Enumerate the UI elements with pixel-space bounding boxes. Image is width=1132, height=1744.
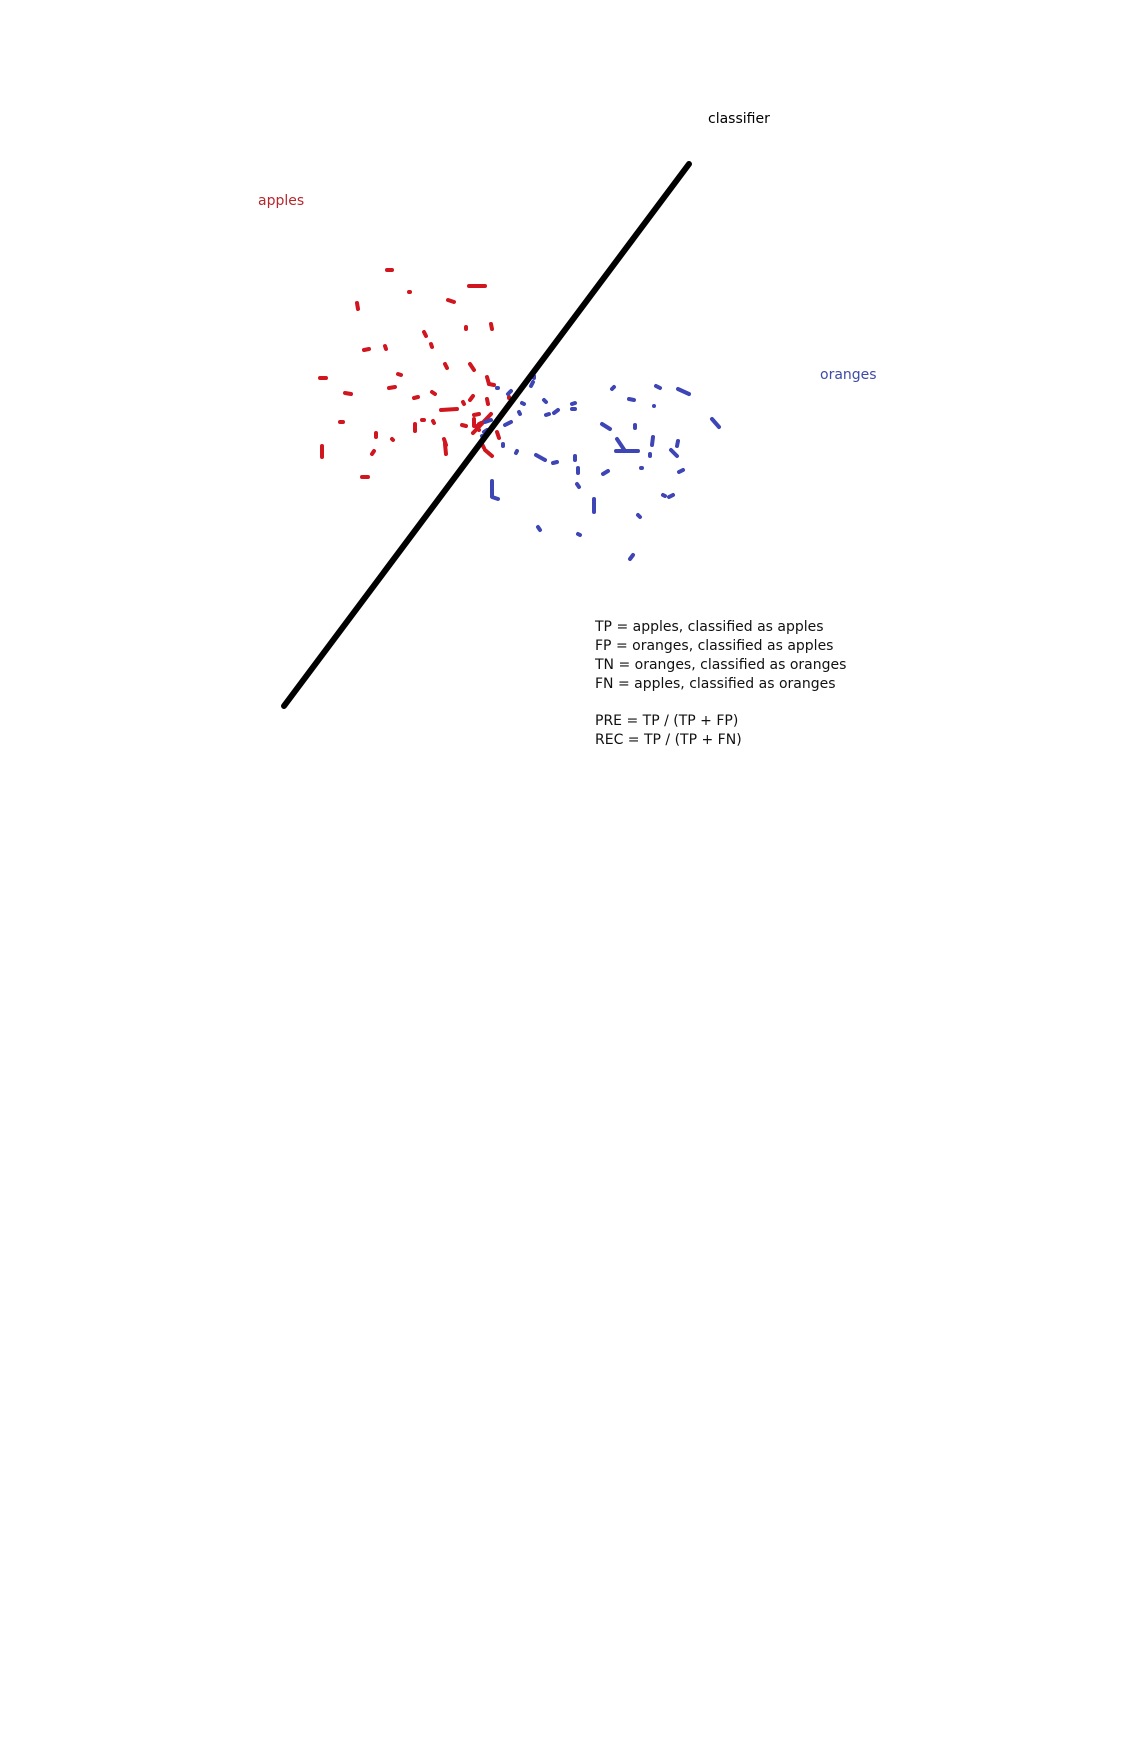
orange-point: [627, 397, 636, 402]
apple-point: [489, 322, 494, 331]
apple-point: [396, 372, 403, 377]
apple-point: [383, 344, 388, 351]
orange-point: [576, 532, 582, 537]
apple-point: [430, 390, 437, 396]
definition-tn: TN = oranges, classified as oranges: [595, 657, 847, 673]
orange-point: [654, 384, 662, 390]
orange-point: [552, 408, 560, 415]
orange-point: [544, 412, 551, 417]
orange-point: [542, 398, 548, 404]
apples-label: apples: [258, 193, 305, 209]
orange-point: [506, 389, 513, 396]
apple-point: [343, 391, 353, 396]
apple-point: [439, 407, 459, 412]
apple-point: [446, 298, 456, 304]
orange-point: [675, 439, 680, 448]
apple-point: [485, 397, 490, 406]
definitions-block: TP = apples, classified as apples FP = o…: [595, 618, 846, 750]
apple-point: [370, 449, 376, 456]
orange-point: [710, 417, 721, 429]
orange-point: [570, 401, 577, 406]
orange-point: [601, 469, 610, 476]
orange-point: [650, 435, 655, 447]
orange-point: [575, 482, 581, 489]
oranges-label: oranges: [820, 367, 877, 383]
orange-point: [536, 525, 542, 532]
apple-point: [429, 342, 434, 349]
formula-precision: PRE = TP / (TP + FP): [595, 713, 739, 729]
orange-point: [551, 460, 559, 465]
apple-point: [468, 362, 476, 372]
apple-point: [460, 423, 468, 428]
apple-point: [468, 394, 475, 402]
orange-point: [667, 493, 675, 499]
apple-point: [495, 430, 501, 440]
orange-point: [610, 385, 616, 391]
orange-point: [517, 410, 522, 416]
orange-point: [669, 448, 679, 458]
orange-point: [503, 420, 513, 427]
apple-point: [483, 448, 494, 458]
apple-point: [443, 362, 449, 370]
orange-point: [520, 401, 526, 406]
apple-point: [431, 419, 436, 425]
orange-point: [676, 387, 691, 396]
apple-point: [362, 347, 371, 352]
apple-point: [461, 400, 466, 406]
apple-point: [387, 385, 397, 390]
apple-point: [487, 382, 496, 387]
classifier-line: [281, 161, 692, 709]
definition-tp: TP = apples, classified as apples: [595, 619, 824, 635]
formula-recall: REC = TP / (TP + FN): [595, 732, 742, 748]
apple-point: [472, 412, 481, 417]
orange-point: [661, 493, 667, 498]
orange-point: [534, 453, 547, 462]
apple-point: [422, 330, 428, 338]
classifier-label: classifier: [708, 111, 770, 127]
apple-point: [443, 442, 448, 456]
orange-points: [480, 374, 721, 561]
definition-fn: FN = apples, classified as oranges: [595, 676, 836, 692]
apple-point: [412, 395, 420, 400]
apple-point: [390, 437, 395, 442]
spacer: [595, 694, 846, 712]
orange-point: [636, 513, 642, 519]
orange-point: [514, 449, 519, 455]
orange-point: [677, 468, 685, 474]
orange-point: [490, 479, 500, 501]
orange-point: [628, 553, 635, 561]
orange-point: [529, 380, 535, 388]
orange-point: [483, 418, 493, 424]
apple-point: [355, 301, 360, 311]
orange-point: [600, 422, 612, 431]
apple-point: [471, 412, 493, 435]
definition-fp: FP = oranges, classified as apples: [595, 638, 834, 654]
